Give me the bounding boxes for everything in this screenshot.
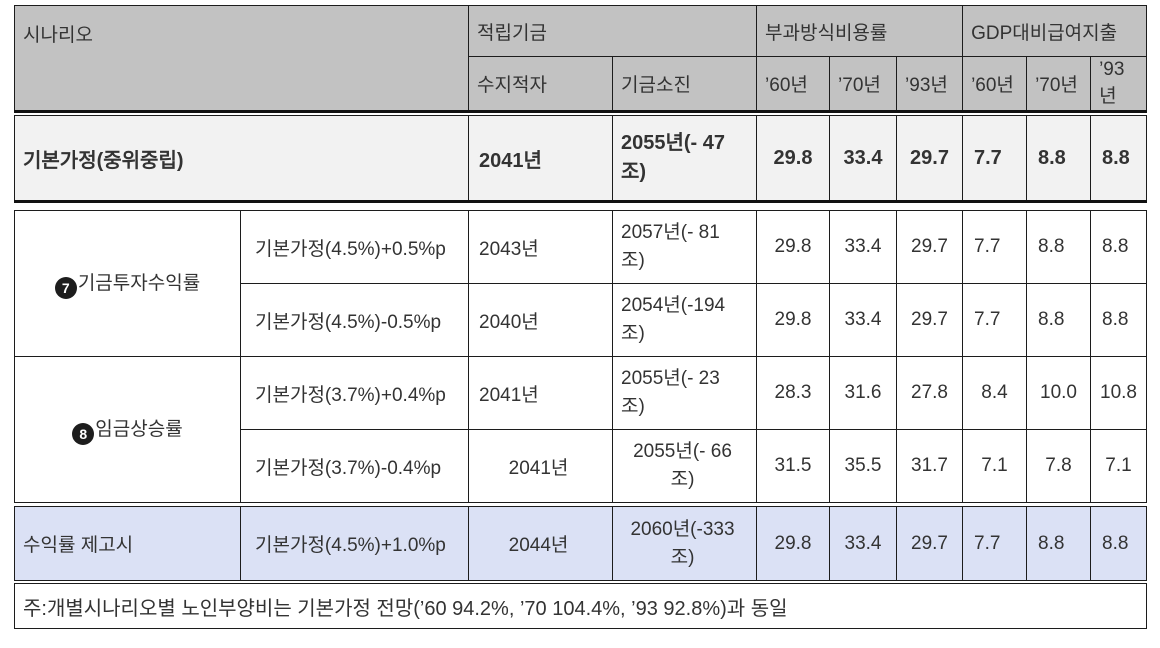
depletion-cell: 2055년(- 66 조): [612, 429, 757, 503]
depletion-cell: 2054년(-194 조): [612, 283, 757, 357]
gdp-value-cell: 7.7: [962, 506, 1027, 581]
payg-value-cell: 29.7: [896, 506, 963, 581]
depletion-cell: 2055년(- 23 조): [612, 356, 757, 430]
sub-assumption-cell: 기본가정(4.5%)-0.5%p: [240, 283, 469, 357]
wage-growth-row-minus: 기본가정(3.7%)-0.4%p 2041년 2055년(- 66 조) 31.…: [15, 429, 1147, 503]
gdp-value-cell: 7.7: [962, 210, 1027, 284]
header-fund-group: 적립기금: [468, 5, 758, 57]
header-sub-row: 수지적자 기금소진 ’60년 ’70년 ’93년 ’60년 ’70년 ’93년: [15, 56, 1148, 112]
gdp-value-cell: 8.8: [1026, 115, 1091, 202]
gdp-value-cell: 8.8: [1090, 115, 1147, 202]
header-group-row: 시나리오 적립기금 부과방식비용률 GDP대비급여지출: [13, 5, 1148, 112]
group-label-text: 임금상승률: [95, 419, 183, 440]
scenario-groups-block: 7 기금투자수익률 기본가정(4.5%)+0.5%p 2043년 2057년(- …: [14, 210, 1147, 503]
deficit-cell: 2044년: [468, 506, 613, 581]
payg-value-cell: 29.8: [756, 115, 830, 202]
deficit-cell: 2040년: [468, 283, 613, 357]
pension-scenario-table: 시나리오 적립기금 부과방식비용률 GDP대비급여지출 수지적자 기금소진 ’6…: [13, 5, 1148, 629]
gdp-value-cell: 7.8: [1026, 429, 1091, 503]
gdp-value-cell: 8.8: [1026, 506, 1091, 581]
gdp-value-cell: 8.8: [1090, 283, 1147, 357]
payg-value-cell: 33.4: [829, 506, 897, 581]
header-deficit: 수지적자: [468, 56, 614, 112]
header-gdp-y70: ’70년: [1026, 56, 1092, 112]
header-scenario: 시나리오: [13, 5, 470, 112]
payg-value-cell: 27.8: [896, 356, 963, 430]
group-label-wage-growth: 8 임금상승률: [14, 356, 241, 503]
sub-assumption-cell: 기본가정(4.5%)+1.0%p: [240, 506, 469, 581]
payg-value-cell: 29.7: [896, 210, 963, 284]
base-row-label: 기본가정(중위중립): [14, 115, 469, 202]
gdp-value-cell: 7.1: [962, 429, 1027, 503]
header-gdp-group: GDP대비급여지출: [962, 5, 1148, 57]
gdp-value-cell: 8.8: [1026, 283, 1091, 357]
payg-value-cell: 29.8: [756, 283, 830, 357]
footnote-text: 주:개별시나리오별 노인부양비는 기본가정 전망(’60 94.2%, ’70 …: [14, 583, 1147, 629]
circled-8-icon: 8: [72, 423, 95, 445]
footnote-block: 주:개별시나리오별 노인부양비는 기본가정 전망(’60 94.2%, ’70 …: [14, 583, 1147, 629]
group-label-text: 기금투자수익률: [77, 273, 201, 294]
deficit-cell: 2041년: [468, 356, 613, 430]
header-payg-y60: ’60년: [756, 56, 831, 112]
depletion-cell: 2057년(- 81 조): [612, 210, 757, 284]
gdp-value-cell: 7.1: [1090, 429, 1147, 503]
gdp-value-cell: 10.0: [1026, 356, 1091, 430]
payg-value-cell: 33.4: [829, 210, 897, 284]
gdp-value-cell: 7.7: [962, 115, 1027, 202]
header-payg-group: 부과방식비용률: [756, 5, 964, 57]
payg-value-cell: 29.7: [896, 283, 963, 357]
footnote-row: 주:개별시나리오별 노인부양비는 기본가정 전망(’60 94.2%, ’70 …: [14, 583, 1147, 629]
highlight-row-label: 수익률 제고시: [14, 506, 241, 581]
payg-value-cell: 29.7: [896, 115, 963, 202]
payg-value-cell: 31.7: [896, 429, 963, 503]
gdp-value-cell: 8.8: [1090, 210, 1147, 284]
header-payg-y70: ’70년: [829, 56, 898, 112]
payg-value-cell: 31.5: [756, 429, 830, 503]
deficit-cell: 2043년: [468, 210, 613, 284]
deficit-cell: 2041년: [468, 429, 613, 503]
gdp-value-cell: 10.8: [1090, 356, 1147, 430]
deficit-cell: 2041년: [468, 115, 613, 202]
sub-assumption-cell: 기본가정(3.7%)+0.4%p: [240, 356, 469, 430]
header-payg-y93: ’93년: [896, 56, 964, 112]
circled-7-icon: 7: [54, 277, 77, 299]
header-gdp-y93: ’93년: [1090, 56, 1148, 112]
gdp-value-cell: 8.8: [1026, 210, 1091, 284]
payg-value-cell: 31.6: [829, 356, 897, 430]
base-assumption-block: 기본가정(중위중립) 2041년 2055년(- 47 조) 29.8 33.4…: [14, 115, 1147, 203]
sub-assumption-cell: 기본가정(4.5%)+0.5%p: [240, 210, 469, 284]
payg-value-cell: 28.3: [756, 356, 830, 430]
table-header: 시나리오 적립기금 부과방식비용률 GDP대비급여지출 수지적자 기금소진 ’6…: [13, 5, 1148, 113]
base-assumption-row: 기본가정(중위중립) 2041년 2055년(- 47 조) 29.8 33.4…: [14, 115, 1147, 202]
depletion-cell: 2060년(-333 조): [612, 506, 757, 581]
sub-assumption-cell: 기본가정(3.7%)-0.4%p: [240, 429, 469, 503]
depletion-cell: 2055년(- 47 조): [612, 115, 757, 202]
header-gdp-y60: ’60년: [962, 56, 1028, 112]
header-depletion: 기금소진: [612, 56, 758, 112]
gdp-value-cell: 8.4: [962, 356, 1027, 430]
payg-value-cell: 29.8: [756, 210, 830, 284]
return-improvement-row: 수익률 제고시 기본가정(4.5%)+1.0%p 2044년 2060년(-33…: [14, 506, 1147, 581]
fund-return-row-plus: 7 기금투자수익률 기본가정(4.5%)+0.5%p 2043년 2057년(- …: [14, 210, 1147, 357]
gdp-value-cell: 8.8: [1090, 506, 1147, 581]
gdp-value-cell: 7.7: [962, 283, 1027, 357]
payg-value-cell: 33.4: [829, 283, 897, 357]
payg-value-cell: 29.8: [756, 506, 830, 581]
payg-value-cell: 35.5: [829, 429, 897, 503]
highlight-row-block: 수익률 제고시 기본가정(4.5%)+1.0%p 2044년 2060년(-33…: [14, 506, 1147, 581]
payg-value-cell: 33.4: [829, 115, 897, 202]
group-label-fund-return: 7 기금투자수익률: [14, 210, 241, 357]
wage-growth-row-plus: 8 임금상승률 기본가정(3.7%)+0.4%p 2041년 2055년(- 23…: [14, 356, 1147, 503]
